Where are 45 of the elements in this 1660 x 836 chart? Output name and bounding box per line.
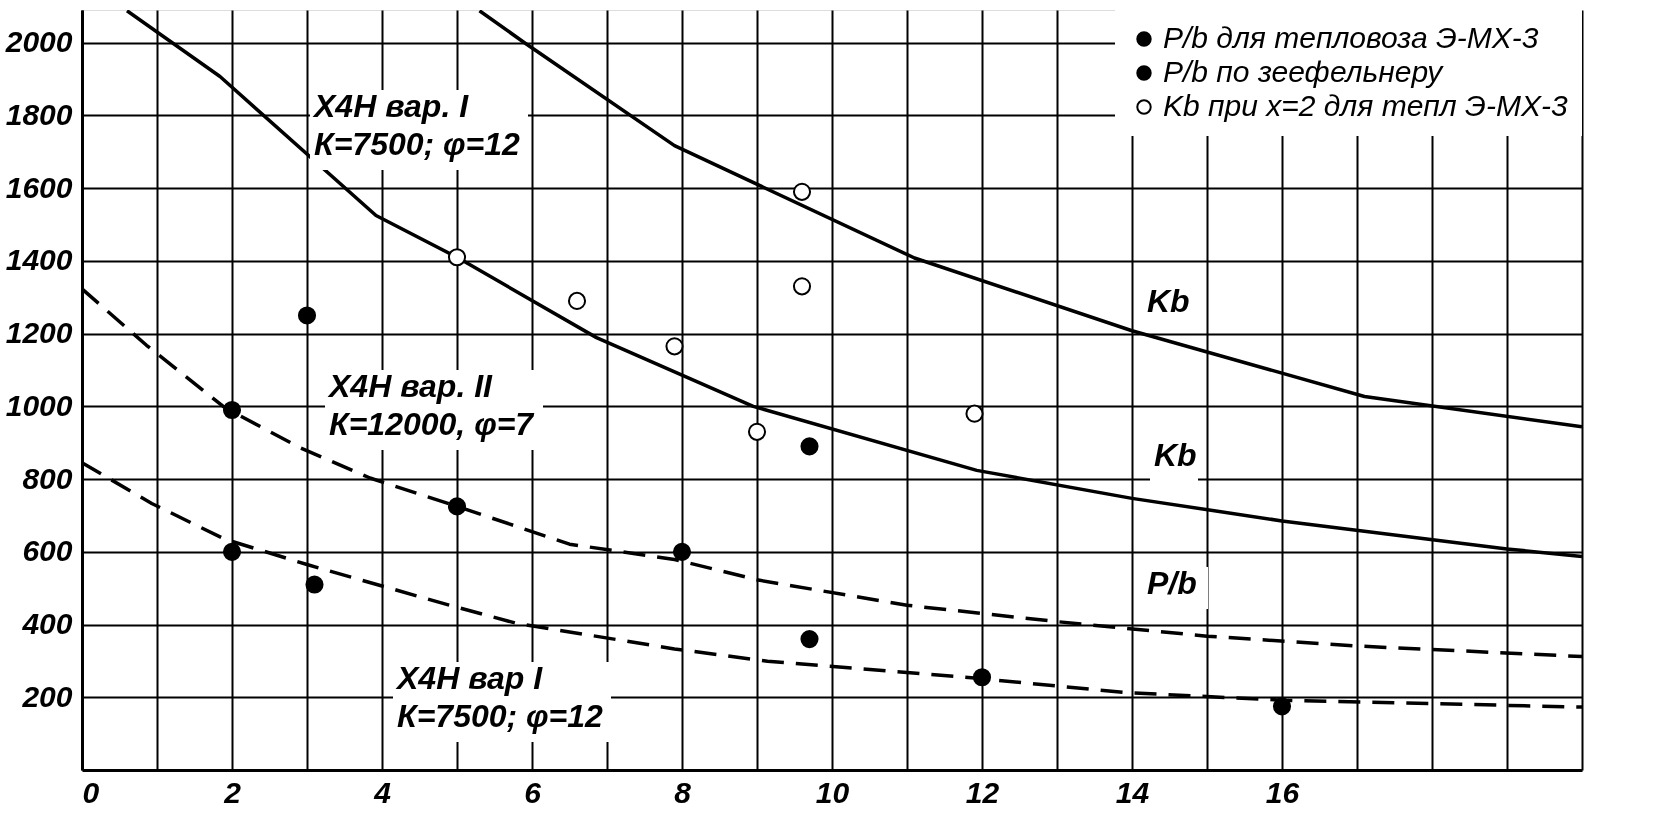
legend-label: Kb при x=2 для тепл Э-МХ-3 <box>1163 89 1568 122</box>
point <box>1272 697 1292 716</box>
annotation: Х4Н вар I К=7500; φ=12 <box>395 660 604 734</box>
y-tick-label: 1600 <box>5 170 73 204</box>
annotation: Х4Н вар. I К=7500; φ=12 <box>312 88 521 162</box>
point <box>447 248 467 267</box>
y-tick-label: 600 <box>22 534 73 568</box>
annotation: Kb <box>1147 283 1190 319</box>
x-tick-label: 14 <box>1115 775 1150 809</box>
point <box>222 542 242 561</box>
point <box>792 277 812 296</box>
point <box>222 400 242 420</box>
x-tick-label: 10 <box>815 775 850 809</box>
annotation: Х4Н вар. II К=12000, φ=7 <box>327 368 536 442</box>
y-tick-label: 800 <box>22 461 73 495</box>
point <box>305 575 324 594</box>
y-tick-label: 1200 <box>5 316 73 350</box>
point <box>665 337 684 356</box>
point <box>672 542 692 561</box>
x-tick-label: 12 <box>965 775 1000 809</box>
point <box>965 404 984 423</box>
y-tick-label: 400 <box>21 607 73 641</box>
annotation: P/b <box>1147 565 1197 601</box>
point <box>447 497 467 516</box>
point <box>800 630 819 649</box>
y-tick-label: 1800 <box>5 97 73 131</box>
x-tick-label: 2 <box>223 775 242 809</box>
x-tick-label: 16 <box>1265 775 1300 809</box>
point <box>972 668 992 687</box>
y-tick-label: 1000 <box>5 388 73 422</box>
y-tick-label: 200 <box>21 679 73 713</box>
x-tick-label: 4 <box>373 775 392 809</box>
x-tick-label: 6 <box>524 775 542 809</box>
legend-label: P/b по зеефельнеру <box>1163 55 1445 88</box>
point <box>747 422 767 441</box>
annotation: Kb <box>1154 437 1197 473</box>
legend-label: P/b для тепловоза Э-МХ-3 <box>1163 21 1539 54</box>
x-tick-label: 8 <box>674 775 692 809</box>
point <box>567 291 587 310</box>
y-tick-label: 2000 <box>4 25 73 59</box>
y-tick-label: 1400 <box>5 243 73 277</box>
point <box>297 306 317 325</box>
point <box>800 437 819 456</box>
point <box>792 182 812 201</box>
x-tick-label: 0 <box>82 775 100 809</box>
